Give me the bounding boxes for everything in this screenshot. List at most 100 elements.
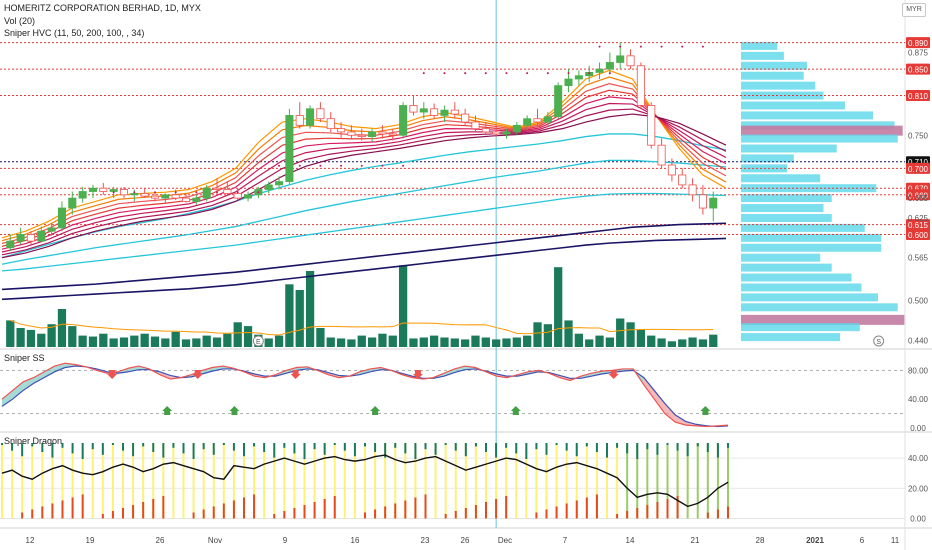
volume-profile-bar <box>741 223 865 232</box>
moving-average-line <box>1 237 727 301</box>
volume-bar <box>357 335 366 347</box>
candle-body <box>709 197 718 209</box>
candle-body <box>223 189 232 194</box>
price-tick-label: 0.875 <box>908 49 929 58</box>
candle-body <box>306 108 315 126</box>
ss-fill <box>65 363 76 368</box>
volume-bar <box>502 338 511 347</box>
hvc-indicator-label[interactable]: Sniper HVC (11, 50, 200, 100, , 34) <box>4 28 145 38</box>
price-level-label: 0.660 <box>908 191 929 200</box>
volume-bar <box>202 335 211 347</box>
dragon-tick-label: 20.00 <box>908 484 929 493</box>
candle-body <box>378 131 387 135</box>
volume-bar <box>336 338 346 347</box>
resistance-dot <box>112 191 115 194</box>
candle-body <box>99 187 108 192</box>
volume-bar <box>595 335 604 347</box>
candle-body <box>130 193 139 196</box>
volume-profile-bar <box>741 81 816 90</box>
ss-fill <box>664 403 676 423</box>
volume-bar <box>316 328 325 347</box>
candle-body <box>78 191 87 199</box>
time-axis-label: 21 <box>691 536 700 545</box>
moving-average-line <box>1 192 727 272</box>
price-level-tag <box>906 229 930 241</box>
volume-bar <box>647 335 656 347</box>
volume-bar <box>616 318 625 347</box>
volume-profile-bar <box>741 101 845 110</box>
resistance-dot <box>216 191 219 194</box>
sniper-ss-title[interactable]: Sniper SS <box>4 353 45 363</box>
volume-bar <box>264 338 273 347</box>
candle-body <box>316 108 325 120</box>
price-level-label: 0.600 <box>908 231 929 240</box>
volume-bar <box>481 337 490 347</box>
volume-bar <box>140 333 149 347</box>
volume-bar <box>109 338 118 347</box>
candle-body <box>357 134 366 137</box>
ss-fill <box>286 367 297 374</box>
volume-bar <box>367 337 377 347</box>
time-axis-label: 11 <box>891 536 900 545</box>
time-axis-label: Dec <box>498 536 512 545</box>
candle-body <box>399 105 408 136</box>
resistance-dot <box>402 164 405 167</box>
candle-body <box>192 197 201 202</box>
hvc-ribbon-line <box>1 96 727 250</box>
volume-bar <box>698 339 708 347</box>
volume-profile-bar <box>741 233 882 242</box>
volume-bar <box>533 322 542 347</box>
volume-profile-bar <box>741 293 878 302</box>
candle-body <box>16 234 25 242</box>
symbol-title: HOMERITZ CORPORATION BERHAD, 1D, MYX <box>4 3 201 13</box>
volume-bar <box>37 333 46 347</box>
volume-event-marker <box>873 335 885 347</box>
candle-body <box>264 184 273 190</box>
volume-bar <box>585 339 594 347</box>
volume-bar <box>461 339 470 347</box>
resistance-dot <box>340 164 343 167</box>
volume-bar <box>6 320 15 347</box>
volume-profile-bar <box>741 194 832 203</box>
time-axis-label: 6 <box>860 536 865 545</box>
ss-fill <box>44 366 55 378</box>
currency-button[interactable]: MYR <box>902 3 926 17</box>
hvc-ribbon-line <box>1 76 727 242</box>
sell-arrow-icon <box>192 370 203 379</box>
time-axis-label: 14 <box>626 536 635 545</box>
candle-body <box>171 194 180 199</box>
volume-profile-bar <box>741 71 804 80</box>
time-axis-label: 26 <box>156 536 165 545</box>
price-level-tag <box>906 90 930 102</box>
candle-body <box>502 131 511 135</box>
sniper-dragon-title[interactable]: Sniper Dragon <box>4 436 63 446</box>
resistance-dot <box>154 191 157 194</box>
volume-profile-bar <box>741 213 832 222</box>
candle-body <box>326 118 335 130</box>
volume-indicator-label[interactable]: Vol (20) <box>4 16 36 26</box>
candle-body <box>347 131 356 136</box>
candle-body <box>419 108 428 113</box>
dragon-tick-label: 0.00 <box>910 514 926 523</box>
resistance-dot <box>619 45 622 48</box>
ss-fill <box>2 390 13 407</box>
volume-bar <box>419 337 428 347</box>
volume-profile-bar <box>741 333 840 342</box>
price-level-label: 0.850 <box>908 66 929 75</box>
volume-bar <box>212 337 222 347</box>
ss-fill <box>12 381 24 400</box>
volume-bar <box>47 324 56 347</box>
resistance-dot <box>505 72 508 75</box>
ss-fill <box>201 367 213 374</box>
price-level-tag <box>906 37 930 49</box>
volume-bar <box>26 329 36 347</box>
volume-bar <box>636 329 646 347</box>
time-axis-label: 7 <box>563 536 568 545</box>
volume-bar <box>688 337 697 347</box>
buy-arrow-icon <box>370 406 381 415</box>
time-axis-label: 23 <box>421 536 430 545</box>
candle-body <box>26 234 35 242</box>
ss-fill <box>23 377 34 391</box>
ss-fast-line <box>1 362 729 428</box>
candle-body <box>636 65 645 106</box>
